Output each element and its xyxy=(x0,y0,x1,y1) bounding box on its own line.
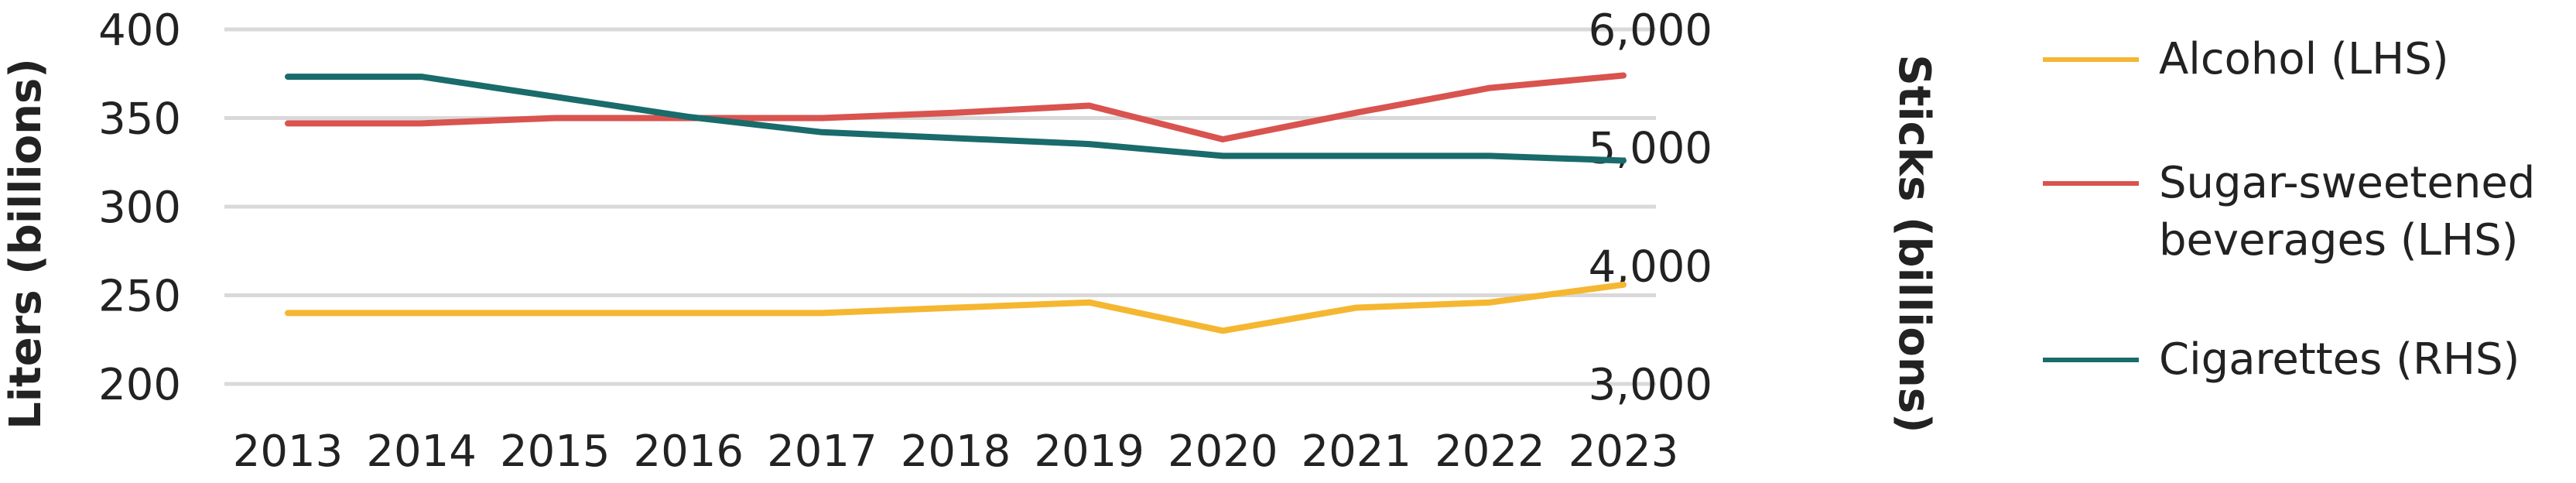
left-y-tick-label: 200 xyxy=(98,360,181,410)
x-tick-label: 2020 xyxy=(1168,426,1278,477)
x-tick-label: 2015 xyxy=(500,426,611,477)
x-tick-label: 2019 xyxy=(1034,426,1144,477)
left-y-tick-label: 350 xyxy=(98,94,181,145)
legend-label: Sugar-sweetened beverages (LHS) xyxy=(2159,158,2536,265)
series-line-alcohol-lhs xyxy=(285,281,1627,334)
series-lines xyxy=(285,72,1627,334)
x-tick-label: 2023 xyxy=(1569,426,1679,477)
legend-label: Alcohol (LHS) xyxy=(2159,34,2449,84)
legend-swatch xyxy=(2043,181,2139,186)
x-tick-label: 2016 xyxy=(634,426,744,477)
right-y-tick-label: 6,000 xyxy=(1589,5,1712,56)
right-y-tick-label: 5,000 xyxy=(1589,124,1712,174)
legend-item: Alcohol (LHS) xyxy=(2043,31,2561,88)
left-y-axis-ticks: 200 250 300 350 400 xyxy=(98,5,181,410)
gridlines xyxy=(224,27,1656,386)
x-tick-label: 2021 xyxy=(1302,426,1412,477)
x-tick-label: 2018 xyxy=(901,426,1011,477)
left-y-tick-label: 250 xyxy=(98,272,181,322)
legend-swatch xyxy=(2043,358,2139,362)
x-tick-label: 2017 xyxy=(767,426,877,477)
x-axis-ticks: 2013 2014 2015 2016 2017 2018 2019 2020 2021 2022… xyxy=(233,426,1679,477)
legend-item: Cigarettes (RHS) xyxy=(2043,331,2561,389)
right-y-tick-label: 3,000 xyxy=(1589,360,1712,410)
x-tick-label: 2014 xyxy=(366,426,477,477)
x-tick-label: 2013 xyxy=(233,426,344,477)
series-line-cigarettes-rhs xyxy=(285,74,1627,164)
right-y-axis-title: Sticks (billions) xyxy=(1889,54,1939,433)
series-line-sugar-sweetened-beverages-lhs xyxy=(285,72,1627,142)
legend-item: Sugar-sweetened beverages (LHS) xyxy=(2043,155,2561,269)
left-y-axis-title: Liters (billions) xyxy=(1,58,51,430)
left-y-tick-label: 300 xyxy=(98,183,181,233)
legend-swatch xyxy=(2043,57,2139,62)
x-tick-label: 2022 xyxy=(1435,426,1545,477)
left-y-tick-label: 400 xyxy=(98,5,181,56)
legend-label: Cigarettes (RHS) xyxy=(2159,334,2520,385)
